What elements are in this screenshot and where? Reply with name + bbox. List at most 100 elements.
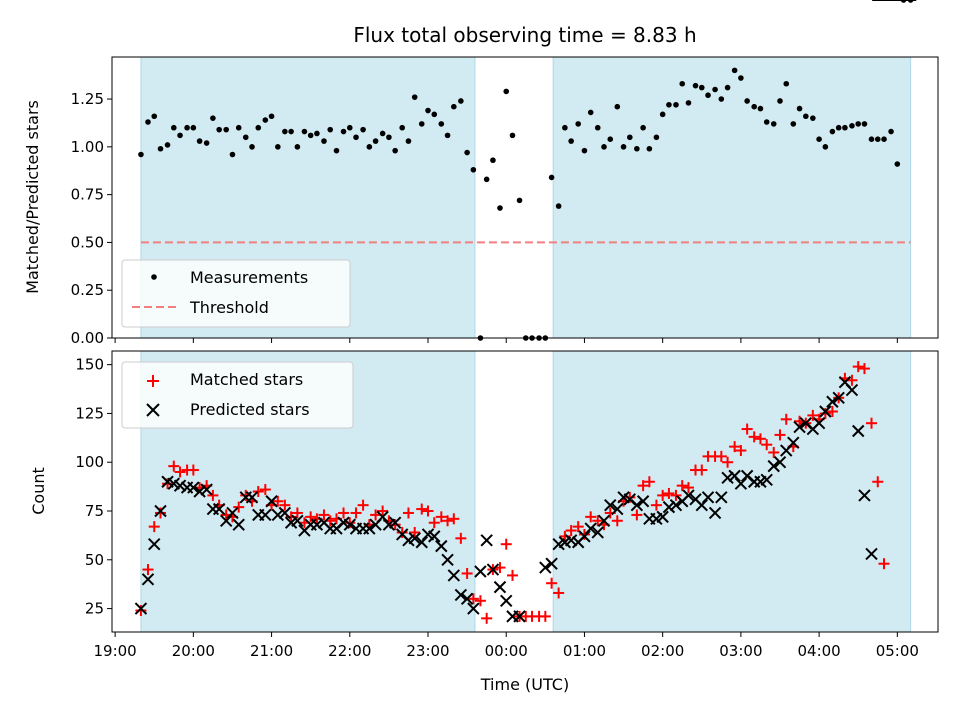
predicted-star-point (141, 573, 155, 586)
measurement-point (881, 136, 887, 142)
predicted-star-point (271, 508, 285, 522)
measurement-point (321, 138, 327, 144)
matched-star-point (357, 499, 369, 511)
x-tick-label: 20:00 (172, 642, 215, 660)
x-tick-label: 00:00 (485, 642, 528, 660)
x-tick-label: 23:00 (406, 642, 449, 660)
predicted-star-point (604, 498, 617, 512)
measurement-point (490, 157, 496, 164)
bottom-legend-frame (121, 361, 354, 429)
matched-star-point (650, 499, 662, 511)
legend-predicted-label: Predicted stars (190, 400, 310, 419)
measurement-point (810, 115, 816, 121)
legend-matched-marker (147, 375, 159, 387)
matched-star-point (729, 441, 741, 453)
matched-star-point (455, 532, 467, 544)
measurement-point (294, 144, 301, 150)
matched-star-point (448, 513, 460, 525)
predicted-star-point (728, 469, 741, 483)
measurement-point (340, 128, 347, 135)
predicted-star-point (591, 526, 604, 539)
predicted-star-point (467, 602, 480, 615)
matched-star-point (585, 511, 597, 523)
predicted-star-point (858, 489, 871, 502)
measurement-point (451, 103, 457, 110)
predicted-star-point (669, 498, 683, 512)
chart-title: Flux total observing time = 8.83 h (353, 23, 696, 47)
measurement-point (575, 121, 581, 127)
measurement-point (659, 111, 666, 118)
x-tick-label: 04:00 (797, 642, 840, 660)
matched-star-point (305, 511, 317, 523)
measurement-point (464, 149, 470, 156)
measurement-point (333, 147, 340, 154)
predicted-star-point (363, 522, 376, 535)
x-tick-label: 01:00 (563, 642, 606, 660)
predicted-star-point (415, 536, 428, 549)
measurement-point (157, 145, 164, 152)
predicted-star-point (545, 557, 558, 570)
matched-star-point (735, 445, 747, 457)
predicted-star-point (500, 594, 513, 607)
measurement-point (666, 101, 672, 108)
measurement-point (607, 136, 614, 142)
matched-star-point (657, 489, 669, 501)
matched-star-point (846, 374, 858, 386)
measurement-point (418, 121, 425, 127)
measurement-point (242, 134, 249, 141)
matched-star-point (748, 431, 760, 443)
measurement-point (698, 84, 705, 91)
legend-threshold-label: Threshold (189, 298, 269, 317)
measurement-point (203, 140, 210, 146)
measurement-point (138, 151, 144, 158)
y-tick-label: 0.50 (71, 233, 104, 251)
top-x-ticks (114, 338, 898, 343)
x-tick-label: 22:00 (328, 642, 371, 660)
predicted-star-point (578, 530, 591, 543)
measurement-point (842, 124, 848, 131)
top-shaded-intervals (140, 56, 912, 339)
predicted-star-point (245, 491, 259, 504)
measurement-point (777, 98, 783, 104)
matched-star-point (154, 507, 166, 519)
bottom-y-ticks: 25 50 75 100 125 150 (75, 356, 112, 618)
matched-star-point (207, 489, 219, 501)
matched-star-point (344, 517, 356, 529)
matched-star-point (741, 423, 753, 435)
predicted-star-point (832, 391, 845, 405)
count-panel: 25 50 75 100 125 150 19:00 20:00 21:00 22:00 23:0… (29, 0, 939, 694)
predicted-star-point (773, 456, 787, 469)
matched-star-point (162, 478, 174, 490)
measurement-point (894, 161, 901, 167)
measurement-point (770, 121, 777, 127)
measurement-point (692, 82, 699, 89)
predicted-star-point (682, 489, 695, 502)
predicted-star-point (447, 569, 461, 582)
measurement-point (673, 101, 679, 108)
measurement-point (405, 138, 412, 144)
legend-measurements-marker (151, 274, 157, 280)
measurement-point (763, 119, 770, 125)
matched-star-point (696, 464, 708, 476)
measurement-point (229, 151, 236, 158)
x-tick-label: 21:00 (250, 642, 293, 660)
matched-star-point (233, 501, 245, 513)
predicted-star-point (148, 537, 161, 551)
measurement-point (307, 132, 314, 139)
matched-star-point (872, 476, 884, 488)
matched-star-point (578, 528, 590, 540)
measurement-point (497, 205, 503, 211)
predicted-star-point (701, 491, 715, 504)
matched-star-point (565, 525, 577, 537)
measurement-point (255, 124, 262, 131)
measurement-point (503, 88, 510, 95)
bottom-x-ticks: 19:00 20:00 21:00 22:00 23:00 00:00 01:00 02:00… (94, 632, 919, 660)
measurement-point (803, 113, 809, 120)
matched-star-point (774, 429, 786, 441)
measurement-point (581, 147, 588, 154)
measurement-point (516, 197, 523, 204)
measurement-point (177, 132, 183, 139)
predicted-star-point (812, 416, 826, 430)
measurement-point (235, 124, 242, 131)
matched-star-point (807, 409, 819, 421)
